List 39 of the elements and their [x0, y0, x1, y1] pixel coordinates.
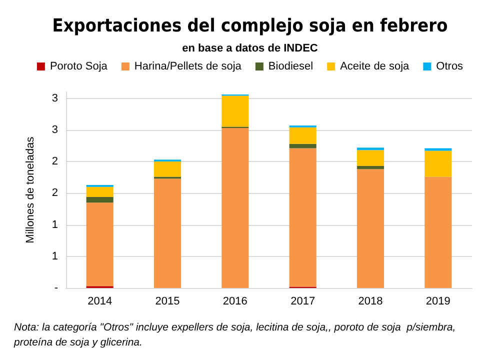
y-axis-title: Millones de toneladas: [24, 136, 36, 244]
bar: [356, 169, 384, 288]
y-tick-label: 2: [52, 156, 58, 168]
bar: [222, 128, 249, 288]
bar: [356, 148, 384, 150]
x-tick-label: 2014: [88, 296, 112, 308]
bar: [424, 150, 452, 177]
y-tick-label: 3: [52, 124, 58, 136]
bar: [289, 127, 316, 144]
legend-label: Otros: [436, 60, 464, 72]
legend-label: Poroto Soja: [50, 60, 108, 72]
legend-label: Biodiesel: [268, 60, 314, 72]
bar: [222, 96, 249, 127]
x-tick-label: 2016: [222, 296, 248, 308]
legend-label: Aceite de soja: [340, 60, 410, 72]
bar: [356, 150, 384, 166]
bar: [86, 202, 114, 286]
legend-label: Harina/Pellets de soja: [134, 60, 242, 72]
y-tick-label: 1: [52, 218, 58, 231]
text: Nota: la categoría "Otros" incluye expellers de soja, lecitina de soja,, poroto de soja p/siembra, proteína de soja y glicerina.: [13, 322, 459, 348]
bar: [86, 186, 114, 197]
bar: [154, 162, 182, 177]
y-tick-label: 2: [52, 187, 58, 200]
x-tick-label: 2018: [358, 296, 383, 308]
bar: [424, 148, 452, 151]
bar: [154, 178, 182, 288]
x-tick-label: 2017: [290, 296, 316, 308]
x-tick-label: 2015: [155, 296, 180, 308]
x-tick-label: 2019: [426, 296, 450, 308]
y-tick-label: 3: [52, 92, 58, 104]
chart-title: Exportaciones del complejo soja en febrero: [52, 16, 448, 36]
bar: [86, 196, 114, 203]
bar: [289, 144, 316, 148]
y-tick-label: -: [54, 282, 58, 294]
bar: [356, 166, 384, 170]
bar: [289, 148, 316, 287]
bar: [424, 176, 452, 288]
y-tick-label: 1: [52, 250, 58, 262]
chart-subtitle: en base a datos de INDEC: [182, 42, 318, 54]
